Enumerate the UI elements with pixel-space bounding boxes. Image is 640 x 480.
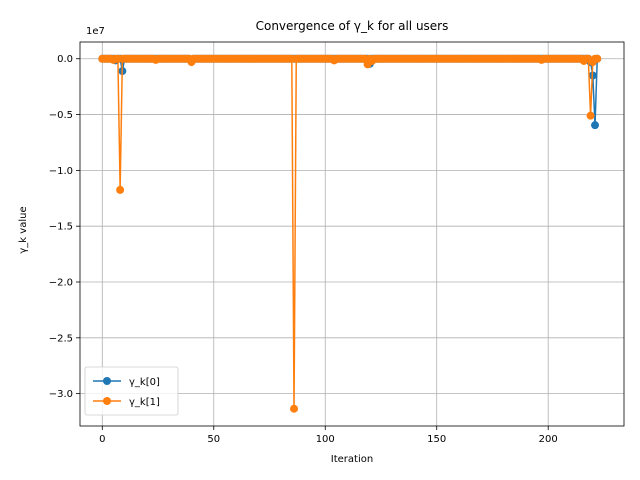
data-point-series-0 [591, 121, 600, 130]
axis-ticks: 0 50 100 150 200 0.0 −0.5 −1.0 −1.5 −2.0 −2.5 −3.0 [49, 54, 558, 445]
x-axis-label: Iteration [331, 454, 373, 465]
legend-marker-series-0 [103, 377, 111, 385]
y-axis-label: γ_k value [18, 206, 29, 253]
y-tick-label: −3.0 [49, 389, 73, 400]
x-tick-label: 0 [99, 434, 105, 445]
y-tick-label: −1.5 [49, 222, 73, 233]
y-tick-label: −2.0 [49, 278, 73, 289]
grid [80, 42, 624, 426]
y-axis-multiplier: 1e7 [86, 26, 105, 37]
series-group [98, 54, 602, 413]
y-tick-label: 0.0 [57, 54, 73, 65]
data-point-series-1 [116, 185, 125, 194]
x-tick-label: 150 [427, 434, 446, 445]
chart-title: Convergence of γ_k for all users [256, 19, 449, 33]
y-tick-label: −1.0 [49, 166, 73, 177]
legend-label-series-0: γ_k[0] [129, 377, 160, 388]
legend-marker-series-1 [103, 397, 111, 405]
x-tick-label: 50 [207, 434, 220, 445]
legend: γ_k[0] γ_k[1] [84, 366, 179, 416]
data-point-series-1 [586, 111, 595, 120]
x-tick-label: 100 [316, 434, 335, 445]
y-tick-label: −2.5 [49, 333, 73, 344]
y-tick-label: −0.5 [49, 110, 73, 121]
legend-label-series-1: γ_k[1] [129, 397, 160, 408]
plot-frame [79, 41, 625, 427]
data-point-series-1 [593, 54, 602, 63]
data-point-series-1 [290, 404, 299, 413]
x-tick-label: 200 [539, 434, 558, 445]
